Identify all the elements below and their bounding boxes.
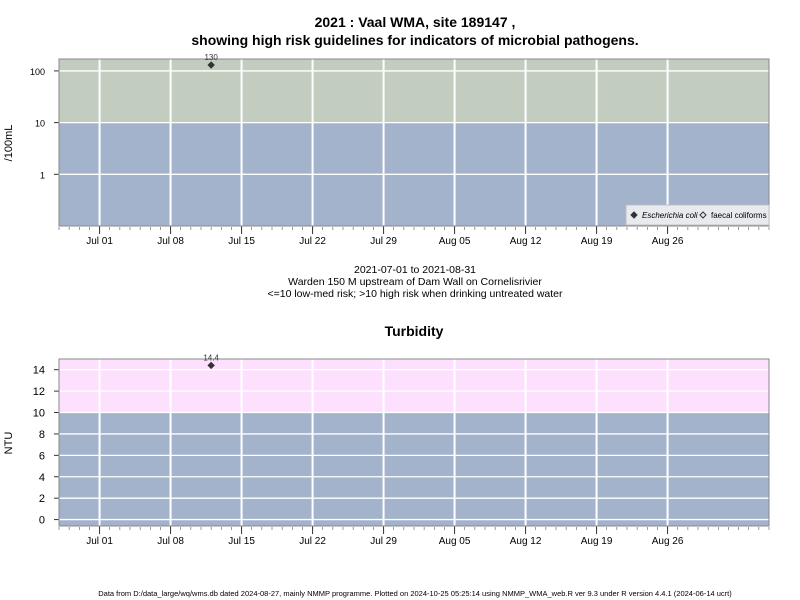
risk-band-low (59, 412, 769, 526)
data-label: 14.4 (203, 353, 219, 362)
x-tick-label: Aug 05 (439, 536, 471, 547)
y-axis-label: NTU (3, 432, 15, 455)
y-axis-label: /100mL (3, 125, 15, 162)
x-tick-label: Aug 12 (510, 236, 542, 247)
legend-label-faecal: faecal coliforms (711, 211, 767, 220)
x-tick-label: Jul 29 (370, 536, 397, 547)
x-tick-label: Aug 26 (652, 536, 684, 547)
risk-band-high (59, 359, 769, 413)
legend-marker-faecal (699, 211, 707, 219)
chart-title-line1: 2021 : Vaal WMA, site 189147 , (314, 14, 516, 30)
y-tick-label: 1 (40, 170, 45, 180)
x-tick-label: Jul 01 (86, 236, 113, 247)
risk-band-high (59, 59, 769, 123)
y-tick-label: 14 (33, 365, 45, 377)
x-tick-label: Jul 15 (228, 236, 255, 247)
y-tick-label: 100 (30, 67, 45, 77)
x-tick-label: Aug 19 (581, 236, 613, 247)
x-tick-label: Jul 08 (157, 536, 184, 547)
x-tick-label: Aug 12 (510, 536, 542, 547)
panel-title: Turbidity (385, 323, 444, 339)
y-tick-label: 8 (39, 429, 45, 441)
legend-box (625, 204, 770, 226)
x-tick-label: Jul 29 (370, 236, 397, 247)
chart-title-line2: showing high risk guidelines for indicat… (191, 32, 639, 48)
x-tick-label: Jul 22 (299, 236, 326, 247)
legend-marker-ecoli (630, 211, 638, 219)
y-tick-label: 10 (33, 408, 45, 420)
plot-frame (58, 58, 770, 227)
y-tick-label: 10 (35, 119, 45, 129)
plot-frame (58, 358, 770, 527)
y-tick-label: 0 (39, 515, 45, 527)
data-point (207, 361, 215, 370)
site-description-text: Warden 150 M upstream of Dam Wall on Cor… (288, 276, 542, 288)
x-tick-label: Aug 19 (581, 536, 613, 547)
x-tick-label: Aug 26 (652, 236, 684, 247)
y-tick-label: 4 (39, 472, 45, 484)
date-range-text: 2021-07-01 to 2021-08-31 (353, 264, 476, 276)
risk-note-text: <=10 low-med risk; >10 high risk when dr… (267, 288, 563, 300)
x-tick-label: Jul 22 (299, 536, 326, 547)
legend-label-ecoli: Escherichia coli (642, 211, 698, 220)
x-tick-label: Jul 08 (157, 236, 184, 247)
y-tick-label: 6 (39, 450, 45, 462)
data-point (207, 61, 215, 69)
x-tick-label: Aug 05 (439, 236, 471, 247)
y-tick-label: 2 (39, 493, 45, 505)
x-tick-label: Jul 01 (86, 536, 113, 547)
x-tick-label: Jul 15 (228, 536, 255, 547)
footer-note: Data from D:/data_large/wq/wms.db dated … (98, 589, 732, 598)
data-label: 130 (204, 53, 218, 62)
y-tick-label: 12 (33, 386, 45, 398)
